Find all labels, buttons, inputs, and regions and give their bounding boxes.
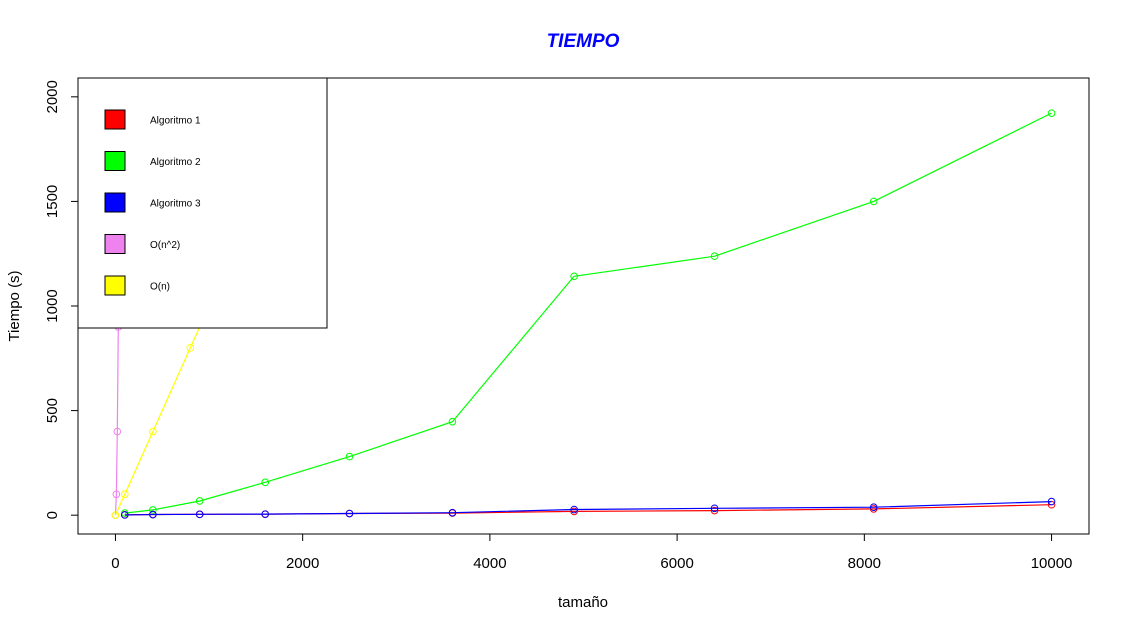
data-point <box>448 508 457 517</box>
legend-label: O(n) <box>150 282 170 293</box>
x-tick-label: 0 <box>111 555 119 572</box>
y-tick-label: 500 <box>44 398 61 423</box>
data-point <box>710 252 719 261</box>
series-line <box>124 501 1052 516</box>
data-point <box>570 272 578 281</box>
x-axis: 0 2000 4000 6000 8000 10000 <box>111 533 1073 572</box>
y-tick-label: 0 <box>44 511 61 519</box>
x-tick-label: 8000 <box>848 555 881 572</box>
data-point <box>710 506 719 515</box>
data-point <box>113 427 122 436</box>
data-point <box>111 511 120 519</box>
x-tick-label: 10000 <box>1031 555 1073 572</box>
y-tick-label: 1000 <box>44 289 61 322</box>
x-tick-label: 2000 <box>286 555 319 572</box>
legend-label: Algoritmo 1 <box>150 116 201 127</box>
legend-swatch <box>104 275 126 296</box>
x-tick-label: 4000 <box>473 555 506 572</box>
series-line <box>124 112 1052 514</box>
data-point <box>1047 497 1056 506</box>
data-point <box>186 344 195 352</box>
legend-swatch <box>104 109 126 130</box>
data-point <box>195 510 204 519</box>
legend-label: O(n^2) <box>150 240 180 251</box>
legend-label: Algoritmo 3 <box>150 199 201 210</box>
data-point <box>869 197 878 206</box>
legend: Algoritmo 1 Algoritmo 2 Algoritmo 3 O(n^2) O… <box>77 77 328 329</box>
series-layer <box>111 109 1056 519</box>
data-point <box>710 504 719 513</box>
legend-swatch <box>104 234 126 254</box>
data-point <box>149 506 157 514</box>
x-tick-label: 6000 <box>660 555 693 572</box>
data-point <box>149 510 157 519</box>
legend-swatch <box>104 151 126 171</box>
y-tick-label: 2000 <box>44 80 61 113</box>
data-point <box>1047 109 1056 117</box>
legend-label: Algoritmo 2 <box>150 157 201 168</box>
series-line <box>114 326 119 516</box>
data-point <box>121 511 129 519</box>
legend-swatch <box>104 192 126 213</box>
data-point <box>261 510 270 518</box>
y-axis-title: Tiempo (s) <box>6 270 23 341</box>
series-4 <box>111 323 123 519</box>
data-point <box>448 417 457 426</box>
y-tick-label: 1500 <box>44 185 61 218</box>
data-point <box>570 505 578 514</box>
data-point <box>112 490 121 499</box>
series-2 <box>121 109 1056 517</box>
data-point <box>345 452 354 461</box>
y-axis: 0 500 1000 1500 2000 <box>44 80 79 519</box>
data-point <box>345 509 354 518</box>
x-axis-title: tamaño <box>558 594 608 611</box>
data-point <box>121 490 129 499</box>
data-point <box>261 478 270 487</box>
chart-title: TIEMPO <box>547 31 620 52</box>
data-point <box>195 497 204 505</box>
data-point <box>869 503 878 512</box>
series-3 <box>121 497 1056 519</box>
data-point <box>149 427 157 436</box>
